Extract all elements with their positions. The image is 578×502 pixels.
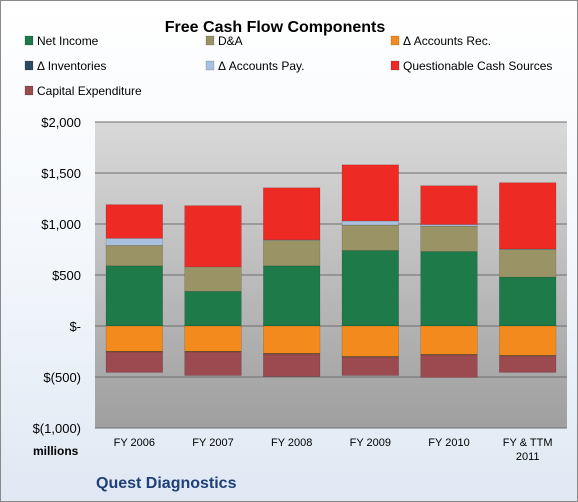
bar-segment xyxy=(184,266,242,292)
bar-segment xyxy=(341,224,399,251)
x-tick-label: FY 2009 xyxy=(350,437,391,449)
bar-segment xyxy=(341,325,399,357)
legend-swatch xyxy=(205,35,215,46)
y-tick-label: $- xyxy=(69,319,81,334)
bar-segment xyxy=(499,325,557,356)
bar-segment xyxy=(341,356,399,376)
company-label: Quest Diagnostics xyxy=(96,475,237,492)
bar-group xyxy=(341,164,399,376)
bar-segment xyxy=(263,240,321,267)
legend-swatch xyxy=(390,35,400,46)
bar-segment xyxy=(105,204,163,239)
bar-group xyxy=(184,205,242,376)
legend-swatch xyxy=(24,35,34,46)
bar-segment xyxy=(184,205,242,268)
bar-segment xyxy=(499,182,557,250)
bar-segment xyxy=(420,185,478,225)
bar-segment xyxy=(105,265,163,327)
bar-group xyxy=(105,204,163,373)
unit-label: millions xyxy=(33,444,79,458)
y-tick-label: $(1,000) xyxy=(33,421,81,436)
legend-label: Δ Accounts Pay. xyxy=(218,59,305,73)
x-tick-label: FY 2007 xyxy=(192,437,233,449)
bar-segment xyxy=(420,354,478,378)
bar-segment xyxy=(341,220,399,226)
legend-label: Questionable Cash Sources xyxy=(403,59,552,73)
legend-swatch xyxy=(24,60,34,71)
chart-title: Free Cash Flow Components xyxy=(165,19,386,36)
bar-segment xyxy=(105,245,163,267)
y-tick-label: $1,500 xyxy=(41,166,81,181)
x-tick-label: 2011 xyxy=(516,451,540,463)
bar-segment xyxy=(263,265,321,327)
plot-area xyxy=(95,121,567,429)
legend-label: Net Income xyxy=(37,34,99,48)
y-tick-label: $2,000 xyxy=(41,115,81,130)
bar-segment xyxy=(341,250,399,327)
bar-segment xyxy=(184,291,242,327)
bar-segment xyxy=(184,325,242,352)
bar-segment xyxy=(105,325,163,352)
bar-segment xyxy=(105,238,163,246)
legend-swatch xyxy=(205,60,215,71)
x-tick-label: FY & TTM xyxy=(503,437,553,449)
y-tick-label: $1,000 xyxy=(41,217,81,232)
y-tick-label: $500 xyxy=(52,268,81,283)
bar-group xyxy=(499,182,557,373)
legend-swatch xyxy=(390,60,400,71)
bar-segment xyxy=(499,355,557,373)
y-axis: $2,000 $1,500 $1,000 $500 $- $(500) $(1,000) xyxy=(33,115,81,436)
bar-segment xyxy=(105,351,163,373)
x-tick-label: FY 2008 xyxy=(271,437,312,449)
bar-segment xyxy=(420,225,478,252)
bar-group xyxy=(263,187,321,377)
bar-segment xyxy=(184,351,242,376)
bar-segment xyxy=(499,276,557,327)
bar-segment xyxy=(420,251,478,327)
bar-segment xyxy=(263,187,321,241)
legend-swatch xyxy=(24,85,34,96)
bar-segment xyxy=(499,249,557,278)
legend: Net Income D&A Δ Accounts Rec. Δ Inventorie… xyxy=(24,34,552,98)
bar-segment xyxy=(263,325,321,354)
y-tick-label: $(500) xyxy=(43,370,81,385)
legend-label: Δ Accounts Rec. xyxy=(403,34,491,48)
bar-segment xyxy=(263,353,321,377)
bar-segment xyxy=(341,164,399,222)
legend-label: D&A xyxy=(218,34,243,48)
x-tick-label: FY 2006 xyxy=(114,437,155,449)
legend-label: Δ Inventories xyxy=(37,59,106,73)
bar-segment xyxy=(420,325,478,355)
x-tick-label: FY 2010 xyxy=(428,437,469,449)
legend-label: Capital Expenditure xyxy=(37,84,142,98)
x-axis: FY 2006 FY 2007 FY 2008 FY 2009 FY 2010 FY & … xyxy=(114,437,553,463)
bar-group xyxy=(420,185,478,378)
